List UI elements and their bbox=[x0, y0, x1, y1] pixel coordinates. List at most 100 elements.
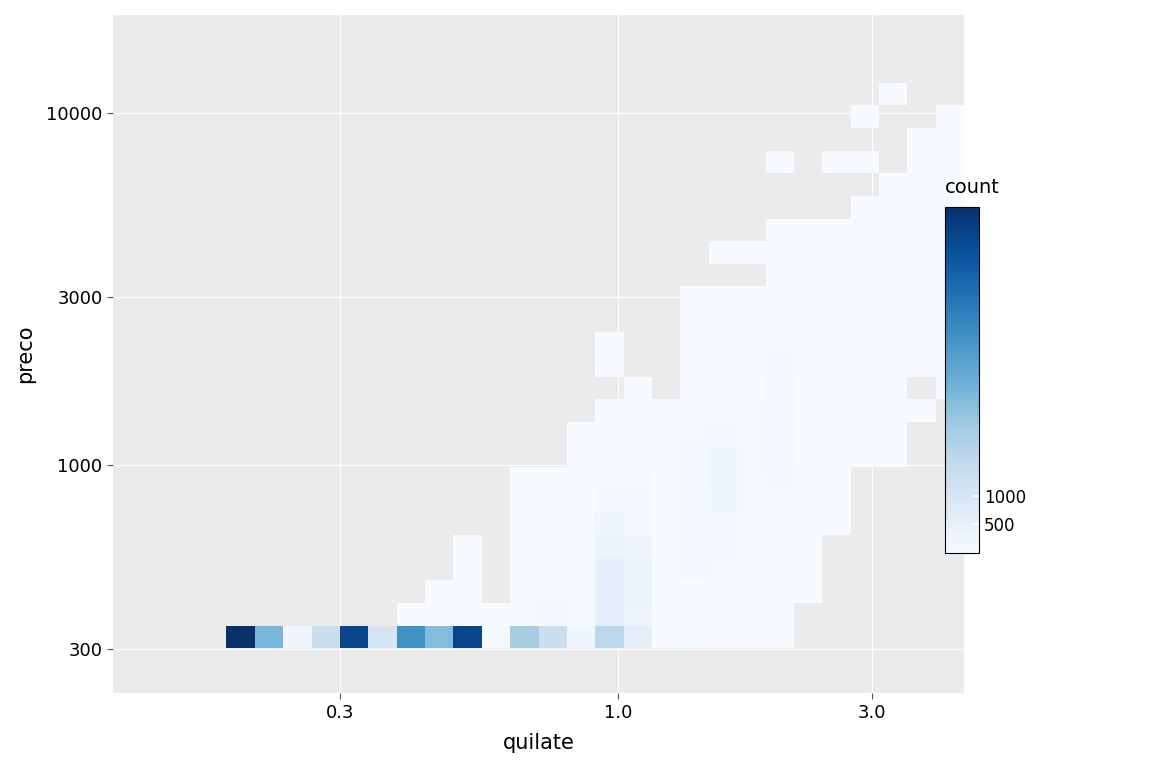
Bar bbox=[681, 512, 708, 535]
Bar bbox=[737, 490, 766, 512]
Bar bbox=[708, 332, 737, 354]
Bar bbox=[454, 558, 482, 581]
Bar bbox=[766, 512, 794, 535]
Bar bbox=[567, 626, 596, 648]
Bar bbox=[737, 332, 766, 354]
Bar bbox=[794, 241, 823, 263]
Bar bbox=[737, 241, 766, 263]
Bar bbox=[794, 535, 823, 558]
Bar bbox=[737, 286, 766, 309]
Bar bbox=[652, 445, 681, 467]
Bar bbox=[823, 377, 850, 399]
Bar bbox=[596, 535, 623, 558]
Bar bbox=[681, 490, 708, 512]
Bar bbox=[737, 309, 766, 332]
Bar bbox=[935, 286, 964, 309]
Bar bbox=[794, 581, 823, 603]
Bar bbox=[340, 626, 369, 648]
Bar bbox=[454, 603, 482, 626]
Bar bbox=[538, 626, 567, 648]
Bar bbox=[766, 535, 794, 558]
Bar bbox=[538, 603, 567, 626]
Bar bbox=[737, 581, 766, 603]
Bar bbox=[652, 603, 681, 626]
Bar bbox=[794, 422, 823, 445]
Bar bbox=[935, 241, 964, 263]
Bar bbox=[708, 445, 737, 467]
Bar bbox=[737, 558, 766, 581]
Bar bbox=[794, 467, 823, 490]
Bar bbox=[708, 581, 737, 603]
Bar bbox=[823, 151, 850, 174]
Bar bbox=[596, 581, 623, 603]
Bar bbox=[708, 422, 737, 445]
Bar bbox=[567, 581, 596, 603]
Bar bbox=[425, 581, 454, 603]
Bar bbox=[596, 626, 623, 648]
Bar bbox=[850, 219, 879, 241]
Bar bbox=[510, 467, 538, 490]
Bar bbox=[567, 490, 596, 512]
Bar bbox=[311, 626, 340, 648]
Bar bbox=[766, 151, 794, 174]
Bar bbox=[596, 399, 623, 422]
Bar bbox=[850, 196, 879, 219]
Bar bbox=[737, 535, 766, 558]
Bar bbox=[850, 445, 879, 467]
Bar bbox=[766, 422, 794, 445]
Bar bbox=[879, 399, 908, 422]
Bar bbox=[737, 445, 766, 467]
Bar bbox=[652, 581, 681, 603]
Bar bbox=[879, 422, 908, 445]
Bar bbox=[766, 603, 794, 626]
Bar bbox=[850, 332, 879, 354]
Bar bbox=[794, 309, 823, 332]
Bar bbox=[935, 174, 964, 196]
Bar bbox=[538, 535, 567, 558]
Bar bbox=[681, 535, 708, 558]
Bar bbox=[623, 399, 652, 422]
Bar bbox=[510, 490, 538, 512]
Bar bbox=[425, 603, 454, 626]
Bar bbox=[623, 581, 652, 603]
Bar bbox=[708, 377, 737, 399]
Bar bbox=[652, 626, 681, 648]
Bar bbox=[766, 309, 794, 332]
Bar bbox=[823, 467, 850, 490]
Bar bbox=[708, 309, 737, 332]
Bar bbox=[766, 558, 794, 581]
Bar bbox=[879, 286, 908, 309]
Bar bbox=[567, 467, 596, 490]
Bar bbox=[652, 490, 681, 512]
Bar bbox=[623, 512, 652, 535]
Bar bbox=[850, 354, 879, 377]
Bar bbox=[708, 558, 737, 581]
Bar bbox=[652, 467, 681, 490]
Bar bbox=[652, 512, 681, 535]
Bar bbox=[935, 354, 964, 377]
X-axis label: quilate: quilate bbox=[502, 733, 575, 753]
Bar bbox=[596, 445, 623, 467]
Bar bbox=[255, 626, 283, 648]
Bar bbox=[766, 286, 794, 309]
Bar bbox=[794, 263, 823, 286]
Bar bbox=[681, 422, 708, 445]
Bar bbox=[510, 626, 538, 648]
Bar bbox=[908, 196, 935, 219]
Bar bbox=[708, 512, 737, 535]
Bar bbox=[454, 581, 482, 603]
Bar bbox=[538, 512, 567, 535]
Bar bbox=[567, 603, 596, 626]
Bar bbox=[652, 558, 681, 581]
Bar bbox=[283, 626, 311, 648]
Bar bbox=[596, 332, 623, 354]
Bar bbox=[823, 354, 850, 377]
Bar bbox=[794, 286, 823, 309]
Bar bbox=[623, 467, 652, 490]
Bar bbox=[908, 354, 935, 377]
Bar bbox=[681, 467, 708, 490]
Bar bbox=[879, 196, 908, 219]
Bar bbox=[708, 535, 737, 558]
Bar bbox=[737, 422, 766, 445]
Bar bbox=[596, 512, 623, 535]
